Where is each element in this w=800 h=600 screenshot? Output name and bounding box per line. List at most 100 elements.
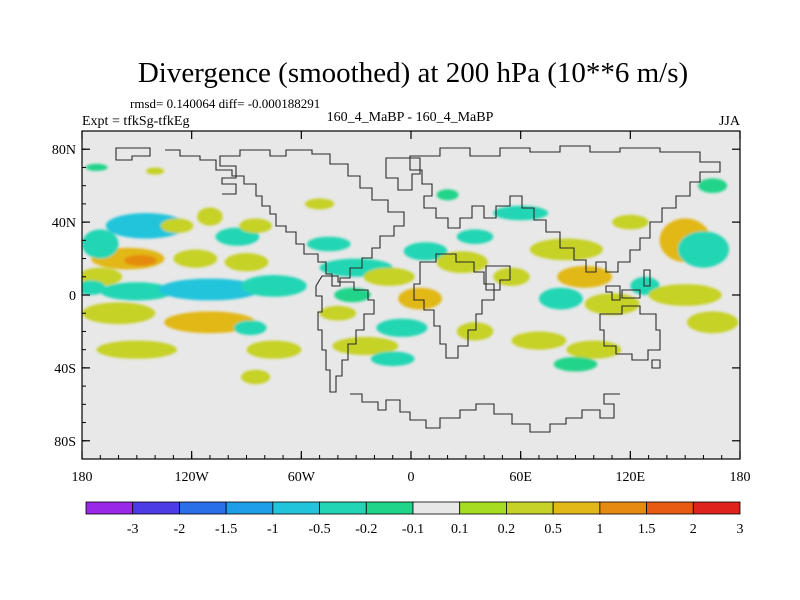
field-contour-region: [698, 178, 728, 193]
coastline: [165, 149, 405, 287]
colorbar-label: 0.1: [451, 522, 469, 537]
field-contour-region: [158, 278, 262, 301]
coastline: [621, 289, 641, 299]
field-contour-region: [100, 282, 174, 301]
field-contour-region: [456, 322, 494, 341]
coastline: [643, 269, 651, 287]
coastline: [651, 359, 661, 369]
colorbar-swatch: [646, 501, 694, 515]
field-contour-region: [334, 287, 371, 303]
colorbar-swatch: [179, 501, 227, 515]
colorbar-label: 0.2: [498, 522, 516, 537]
field-contour-region: [648, 284, 722, 306]
y-tick-label: 80N: [52, 143, 76, 158]
field-contour-region: [146, 167, 165, 175]
colorbar-swatch: [85, 501, 134, 515]
field-contour-region: [612, 214, 649, 230]
x-tick-label: 0: [408, 470, 415, 485]
coastline: [315, 275, 375, 393]
field-contour-region: [124, 254, 157, 266]
field-contour-region: [370, 351, 415, 367]
experiment-label: Expt = tfkSg-tfkEg: [82, 114, 189, 129]
field-contour-region: [82, 280, 106, 295]
colorbar-swatch: [692, 501, 741, 515]
x-tick-label: 120W: [175, 470, 210, 485]
coastlines: [115, 145, 721, 433]
field-contour-region: [105, 213, 187, 239]
coastline: [409, 145, 721, 273]
colorbar-label: -1: [267, 522, 279, 537]
colorbar-label: -1.5: [215, 522, 237, 537]
colorbar-swatch: [132, 501, 180, 515]
x-tick-label: 60E: [509, 470, 532, 485]
field-contour-region: [376, 318, 428, 337]
case-label: 160_4_MaBP - 160_4_MaBP: [327, 110, 494, 125]
coastline: [599, 305, 661, 361]
field-contour-region: [493, 205, 549, 221]
field-contour-region: [224, 253, 269, 272]
field-contour-region: [677, 231, 730, 268]
x-tick-label: 60W: [288, 470, 316, 485]
field-contour-region: [241, 369, 271, 385]
colorbar-swatch: [365, 501, 414, 515]
field-contour-region: [539, 287, 583, 310]
colorbar-label: 1: [596, 522, 603, 537]
field-contour-region: [529, 238, 604, 261]
field-contour-region: [566, 340, 622, 359]
field-contour-region: [197, 207, 223, 226]
field-contour-region: [363, 267, 415, 286]
field-contour-region: [456, 229, 494, 244]
field-contour-region: [319, 305, 357, 321]
colorbar-label: 3: [737, 522, 744, 537]
coastline: [350, 393, 620, 433]
x-tick-label: 120E: [616, 470, 646, 485]
field-contour-region: [511, 331, 567, 350]
colorbar-label: -2: [174, 522, 186, 537]
field-contour-region: [85, 163, 108, 171]
field-contour-region: [233, 320, 267, 336]
y-tick-label: 40N: [52, 216, 76, 231]
field-contour-region: [493, 267, 530, 286]
season-label: JJA: [719, 114, 741, 129]
colorbar-swatch: [506, 501, 554, 515]
field-contour-region: [241, 275, 307, 297]
chart-title: Divergence (smoothed) at 200 hPa (10**6 …: [138, 57, 688, 89]
colorbar-swatch: [412, 501, 461, 515]
field-contour-region: [557, 265, 612, 288]
field-contour-region: [160, 218, 194, 234]
colorbar-label: -0.1: [402, 522, 424, 537]
coastline: [605, 285, 621, 301]
field-contour-region: [553, 356, 598, 372]
colorbar-label: 0.5: [544, 522, 562, 537]
field-contour-region: [398, 287, 442, 310]
y-tick-label: 80S: [54, 435, 76, 450]
axes: 180 120W 60W 0 60E 120E 180 80N 40N 0 40S 80S: [52, 131, 751, 485]
colorbar-swatch: [272, 501, 320, 515]
colorbar: -3 -2 -1.5 -1 -0.5 -0.2 -0.1 0.1 0.2 0.5 1 1.5 2 3: [85, 501, 744, 537]
field-contour-region: [305, 198, 335, 210]
coastline: [385, 157, 421, 191]
divergence-field: [82, 163, 739, 385]
coastline: [115, 147, 151, 161]
x-tick-label: 180: [730, 470, 751, 485]
field-contour-region: [164, 311, 256, 334]
field-contour-region: [173, 249, 218, 268]
coastline: [413, 253, 495, 359]
x-tick-label: 180: [72, 470, 93, 485]
y-tick-label: 40S: [54, 362, 76, 377]
colorbar-label: -0.5: [308, 522, 330, 537]
colorbar-swatch: [225, 501, 274, 515]
y-tick-label: 0: [69, 289, 76, 304]
field-contour-region: [82, 229, 119, 259]
field-contour-region: [82, 302, 156, 325]
field-contour-region: [96, 340, 177, 359]
field-contour-region: [584, 293, 640, 315]
field-contour-region: [246, 340, 302, 359]
colorbar-label: -3: [127, 522, 139, 537]
field-contour-region: [332, 336, 399, 356]
colorbar-label: -0.2: [355, 522, 377, 537]
colorbar-swatch: [599, 501, 647, 515]
stats-text: rmsd= 0.140064 diff= -0.000188291: [130, 96, 320, 111]
colorbar-label: 2: [690, 522, 697, 537]
